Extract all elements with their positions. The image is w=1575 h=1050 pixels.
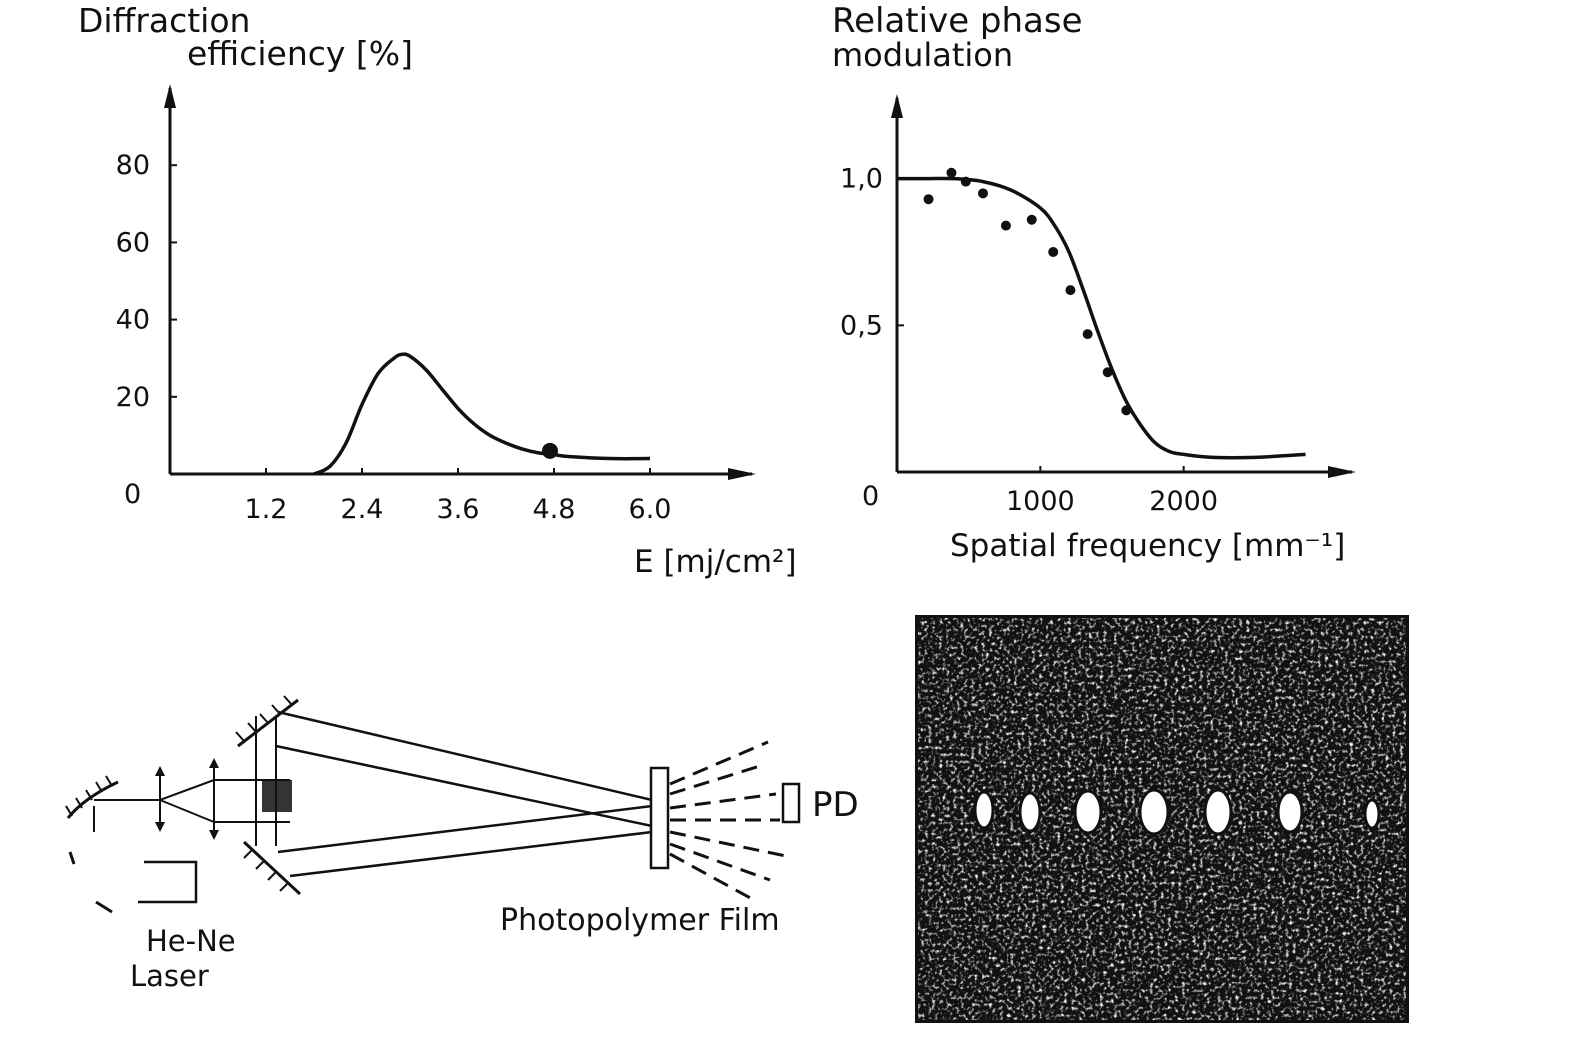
fringe-spot [1073,789,1103,835]
curved-mirror-hatching [65,775,113,817]
chart1-xlabel: E [mj/cm²] [634,544,797,580]
interference-pattern-photo [915,615,1409,1023]
film-label: Photopolymer Film [500,903,780,938]
diffracted-beams [669,740,787,902]
c1-x-tick-label: 2.4 [341,494,384,525]
photopolymer-film [649,766,670,870]
c1-x-tick-label: 3.6 [437,494,480,525]
chart1-series [313,352,651,476]
laser-label-line1: He-Ne [146,924,236,958]
chart1-y-axis-arrow [164,84,176,108]
c2-data-point [1065,285,1076,296]
c2-data-point [1000,220,1011,231]
laser-housing [138,860,198,904]
c1-y-tick-label: 20 [116,382,150,413]
chart1-x-axis-arrow [728,468,756,480]
chart1-ylabel-line1: Diffraction [78,1,250,40]
lower-mirror [242,840,302,896]
c2-data-point [923,194,934,205]
c2-y-tick-label: 1,0 [840,164,883,195]
c2-series-line [897,176,1306,460]
chart2-xlabel: Spatial frequency [mm⁻¹] [950,528,1345,564]
fringe-spot [1018,791,1042,833]
chart1-points [542,442,558,459]
c2-x-tick-label: 2000 [1149,486,1218,517]
fringe-spot [1203,788,1233,836]
chart1-ylabel-line2: efficiency [%] [187,34,413,73]
c1-y-tick-label: 80 [116,150,150,181]
chart2-x-ticks: 1000 2000 [1006,466,1218,517]
interference-fringes [973,788,1381,836]
optical-setup-diagram: PD He-Ne Laser Photopolymer Film [65,695,859,993]
chart2-origin-label: 0 [862,481,879,512]
phase-modulation-chart: Relative phase modulation 0 1000 2000 0,5… [832,1,1356,564]
lens-1-arrow-bottom [155,822,165,832]
fringe-spot [1276,790,1304,834]
diffraction-efficiency-chart: Diffraction efficiency [%] 0 1.2 2.4 3.6 4.… [78,1,797,580]
c2-data-point [1121,405,1132,416]
c2-data-point [1048,247,1059,257]
chart2-series [897,176,1306,460]
chart1-y-ticks: 20 40 60 80 [116,150,177,413]
c2-data-point [946,167,957,178]
interfering-beams [275,710,653,878]
c2-data-point [960,176,971,187]
chart1-origin-label: 0 [124,479,141,510]
c1-x-tick-label: 6.0 [629,494,672,525]
laser-label-line2: Laser [130,959,209,993]
c2-x-tick-label: 1000 [1006,486,1075,517]
c2-data-point [1102,367,1113,378]
c2-data-point [1026,214,1037,225]
fringe-spot [973,790,995,830]
c1-series-line [313,352,651,476]
c1-y-tick-label: 60 [116,227,150,258]
c2-data-point [978,188,988,199]
c2-y-tick-label: 0,5 [840,310,883,341]
chart2-points [923,167,1132,416]
lower-mirror-hatching [243,849,289,892]
laser-emitter-mark [68,851,113,914]
fringe-spot [1363,798,1381,830]
chart2-ylabel-line2: modulation [832,36,1013,74]
chart2-x-axis-arrow [1328,466,1356,478]
upper-mirror-hatching [235,695,293,742]
chart2-y-ticks: 0,5 1,0 [840,164,904,341]
chart2-y-axis-arrow [891,94,903,118]
c1-y-tick-label: 40 [116,305,150,336]
lens-2-arrow-bottom [209,830,219,840]
chart1-x-ticks: 1.2 2.4 3.6 4.8 6.0 [245,468,672,525]
photodetector-label: PD [812,785,859,825]
c1-x-tick-label: 1.2 [245,494,288,525]
fringe-spot [1138,788,1170,836]
c1-data-point [542,442,558,459]
lens-1-arrow-top [155,766,165,776]
lens-2-arrow-top [209,758,219,768]
c1-x-tick-label: 4.8 [533,494,576,525]
photodetector [781,782,801,824]
chart2-ylabel-line1: Relative phase [832,1,1083,41]
c2-data-point [1082,329,1093,340]
